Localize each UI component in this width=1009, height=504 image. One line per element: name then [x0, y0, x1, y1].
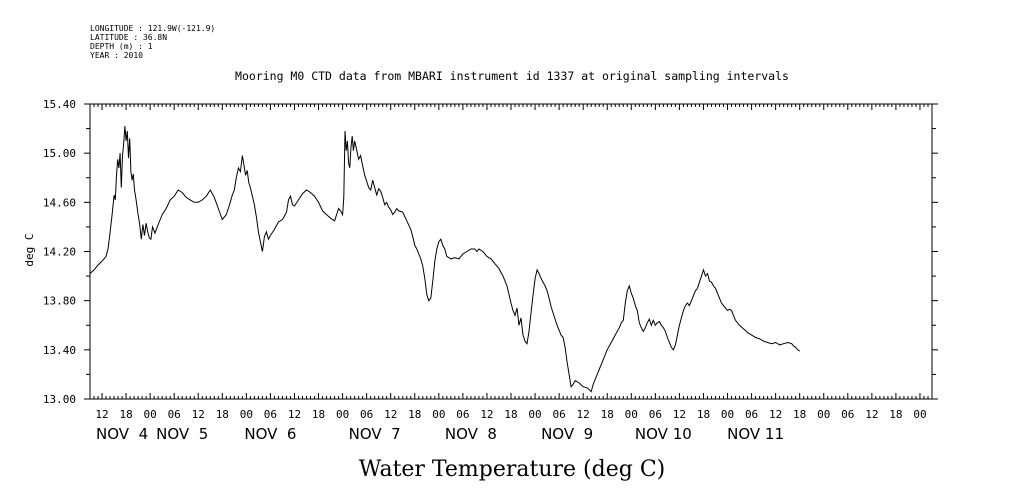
x-day-label: NOV 6 — [244, 425, 296, 443]
x-hour-tick-label: 18 — [601, 408, 614, 421]
x-tick-labels: 12 18 00 06 12 18 00 06 12 18 00 06 12 18 00 06 12 18 00 06… — [95, 408, 926, 421]
y-tick-label: 15.40 — [43, 98, 76, 111]
x-hour-tick-label: 00 — [432, 408, 445, 421]
x-hour-tick-label: 18 — [504, 408, 517, 421]
x-hour-tick-label: 06 — [360, 408, 373, 421]
meta-latitude: LATITUDE : 36.8N — [90, 33, 167, 42]
x-hour-tick-label: 12 — [673, 408, 686, 421]
y-tick-label: 14.60 — [43, 196, 76, 209]
x-day-label: NOV 10 — [635, 425, 692, 443]
x-day-label: NOV 7 — [349, 425, 401, 443]
y-axis-label: deg C — [23, 233, 36, 266]
x-hour-tick-label: 06 — [168, 408, 181, 421]
x-hour-tick-label: 06 — [264, 408, 277, 421]
x-hour-tick-label: 18 — [889, 408, 902, 421]
x-hour-tick-label: 00 — [625, 408, 638, 421]
chart-title: Mooring M0 CTD data from MBARI instrumen… — [235, 69, 789, 83]
x-hour-tick-label: 06 — [552, 408, 565, 421]
plot-frame — [89, 103, 933, 400]
x-hour-tick-label: 18 — [312, 408, 325, 421]
x-day-label: NOV 5 — [156, 425, 208, 443]
x-ticks — [89, 104, 933, 399]
y-tick-label: 13.40 — [43, 344, 76, 357]
y-tick-label: 13.00 — [43, 393, 76, 406]
x-hour-tick-label: 12 — [288, 408, 301, 421]
x-hour-tick-label: 00 — [528, 408, 541, 421]
meta-depth: DEPTH (m) : 1 — [90, 42, 153, 51]
x-hour-tick-label: 12 — [384, 408, 397, 421]
x-hour-tick-label: 00 — [336, 408, 349, 421]
x-hour-tick-label: 18 — [216, 408, 229, 421]
series-line-water-temperature — [89, 126, 800, 393]
x-hour-tick-label: 18 — [793, 408, 806, 421]
x-hour-tick-label: 12 — [769, 408, 782, 421]
metadata-block: LONGITUDE : 121.9W(-121.9) LATITUDE : 36… — [90, 24, 215, 60]
x-hour-tick-label: 00 — [144, 408, 157, 421]
x-hour-tick-label: 12 — [865, 408, 878, 421]
x-day-label: NOV 9 — [541, 425, 593, 443]
x-day-label: NOV 8 — [445, 425, 497, 443]
y-ticks: 13.00 13.40 13.80 14.20 14.60 15.00 15.40 — [43, 98, 938, 406]
y-tick-label: 14.20 — [43, 246, 76, 259]
x-hour-tick-label: 12 — [480, 408, 493, 421]
x-day-label: NOV 11 — [727, 425, 784, 443]
meta-year: YEAR : 2010 — [90, 51, 143, 60]
x-hour-tick-label: 12 — [95, 408, 108, 421]
x-hour-tick-label: 06 — [841, 408, 854, 421]
x-hour-tick-label: 18 — [697, 408, 710, 421]
x-hour-tick-label: 06 — [745, 408, 758, 421]
x-day-labels: NOV 4 NOV 5 NOV 6 NOV 7 NOV 8 NOV 9 NOV 10 NOV … — [96, 425, 784, 443]
x-hour-tick-label: 06 — [649, 408, 662, 421]
x-hour-tick-label: 18 — [119, 408, 132, 421]
x-hour-tick-label: 00 — [240, 408, 253, 421]
x-day-label: NOV 4 — [96, 425, 148, 443]
x-hour-tick-label: 00 — [913, 408, 926, 421]
x-hour-tick-label: 00 — [721, 408, 734, 421]
x-hour-tick-label: 06 — [456, 408, 469, 421]
x-hour-tick-label: 12 — [192, 408, 205, 421]
x-hour-tick-label: 12 — [577, 408, 590, 421]
x-hour-tick-label: 18 — [408, 408, 421, 421]
meta-longitude: LONGITUDE : 121.9W(-121.9) — [90, 24, 215, 33]
y-tick-label: 15.00 — [43, 147, 76, 160]
y-tick-label: 13.80 — [43, 295, 76, 308]
x-hour-tick-label: 00 — [817, 408, 830, 421]
bottom-title: Water Temperature (deg C) — [359, 457, 666, 482]
